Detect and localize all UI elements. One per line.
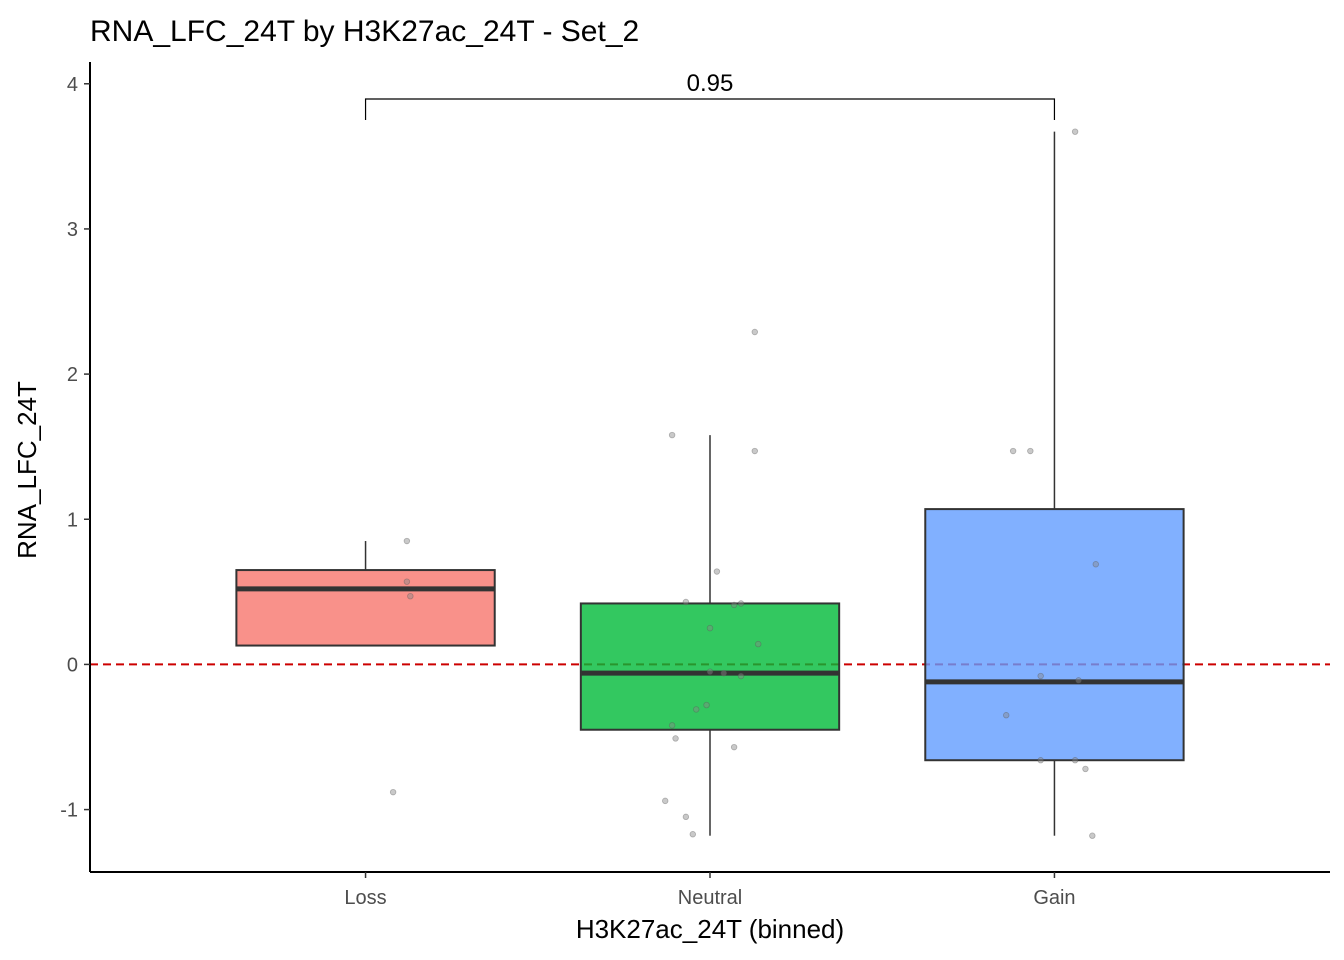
chart-title: RNA_LFC_24T by H3K27ac_24T - Set_2 <box>90 15 639 48</box>
data-point <box>693 706 700 713</box>
data-point <box>1027 447 1034 455</box>
data-point <box>720 669 727 677</box>
y-tick-label: 1 <box>67 509 78 531</box>
data-point <box>706 624 714 632</box>
x-tick-label: Gain <box>1033 887 1075 909</box>
y-tick-label: 3 <box>67 219 78 241</box>
data-point <box>755 640 762 648</box>
data-point <box>751 328 758 336</box>
y-tick-label: 0 <box>67 654 78 676</box>
x-tick-label: Loss <box>344 887 386 909</box>
box-loss <box>235 569 496 647</box>
x-tick-label: Neutral <box>678 887 742 909</box>
data-point <box>1071 128 1079 135</box>
data-point <box>751 447 758 455</box>
data-point <box>1082 765 1089 773</box>
data-point <box>407 592 414 600</box>
plot-area: 0.95 -1 0 1 2 3 4 Loss Neutral Gain <box>60 62 1330 909</box>
data-point <box>1089 832 1096 839</box>
data-point <box>389 788 397 796</box>
data-point <box>668 431 676 439</box>
data-point <box>672 735 679 742</box>
x-axis-title: H3K27ac_24T (binned) <box>576 914 844 944</box>
y-tick-label: -1 <box>60 800 78 822</box>
data-point <box>1037 672 1044 680</box>
data-point <box>737 672 745 680</box>
comparison-pvalue: 0.95 <box>687 70 734 97</box>
data-point <box>730 743 738 751</box>
data-point <box>703 701 710 709</box>
data-point <box>668 722 676 729</box>
data-point <box>706 668 714 675</box>
data-point <box>713 568 721 575</box>
data-point <box>403 578 411 585</box>
box-gain <box>924 508 1185 762</box>
data-point <box>689 831 696 838</box>
data-point <box>403 537 411 545</box>
data-point <box>662 797 669 805</box>
comparison-bracket <box>364 98 1056 120</box>
data-point <box>1037 757 1044 764</box>
y-axis-title: RNA_LFC_24T <box>12 381 42 559</box>
data-point <box>1003 712 1010 719</box>
y-tick-label: 4 <box>67 74 78 96</box>
data-point <box>1071 757 1079 764</box>
data-point <box>682 598 690 606</box>
data-point <box>1092 561 1099 568</box>
y-tick-label: 2 <box>67 364 78 386</box>
data-point <box>682 813 690 821</box>
data-point <box>1009 447 1017 455</box>
data-point <box>730 601 738 609</box>
box-neutral <box>579 602 841 731</box>
data-point <box>737 600 745 607</box>
data-point <box>1075 677 1082 684</box>
